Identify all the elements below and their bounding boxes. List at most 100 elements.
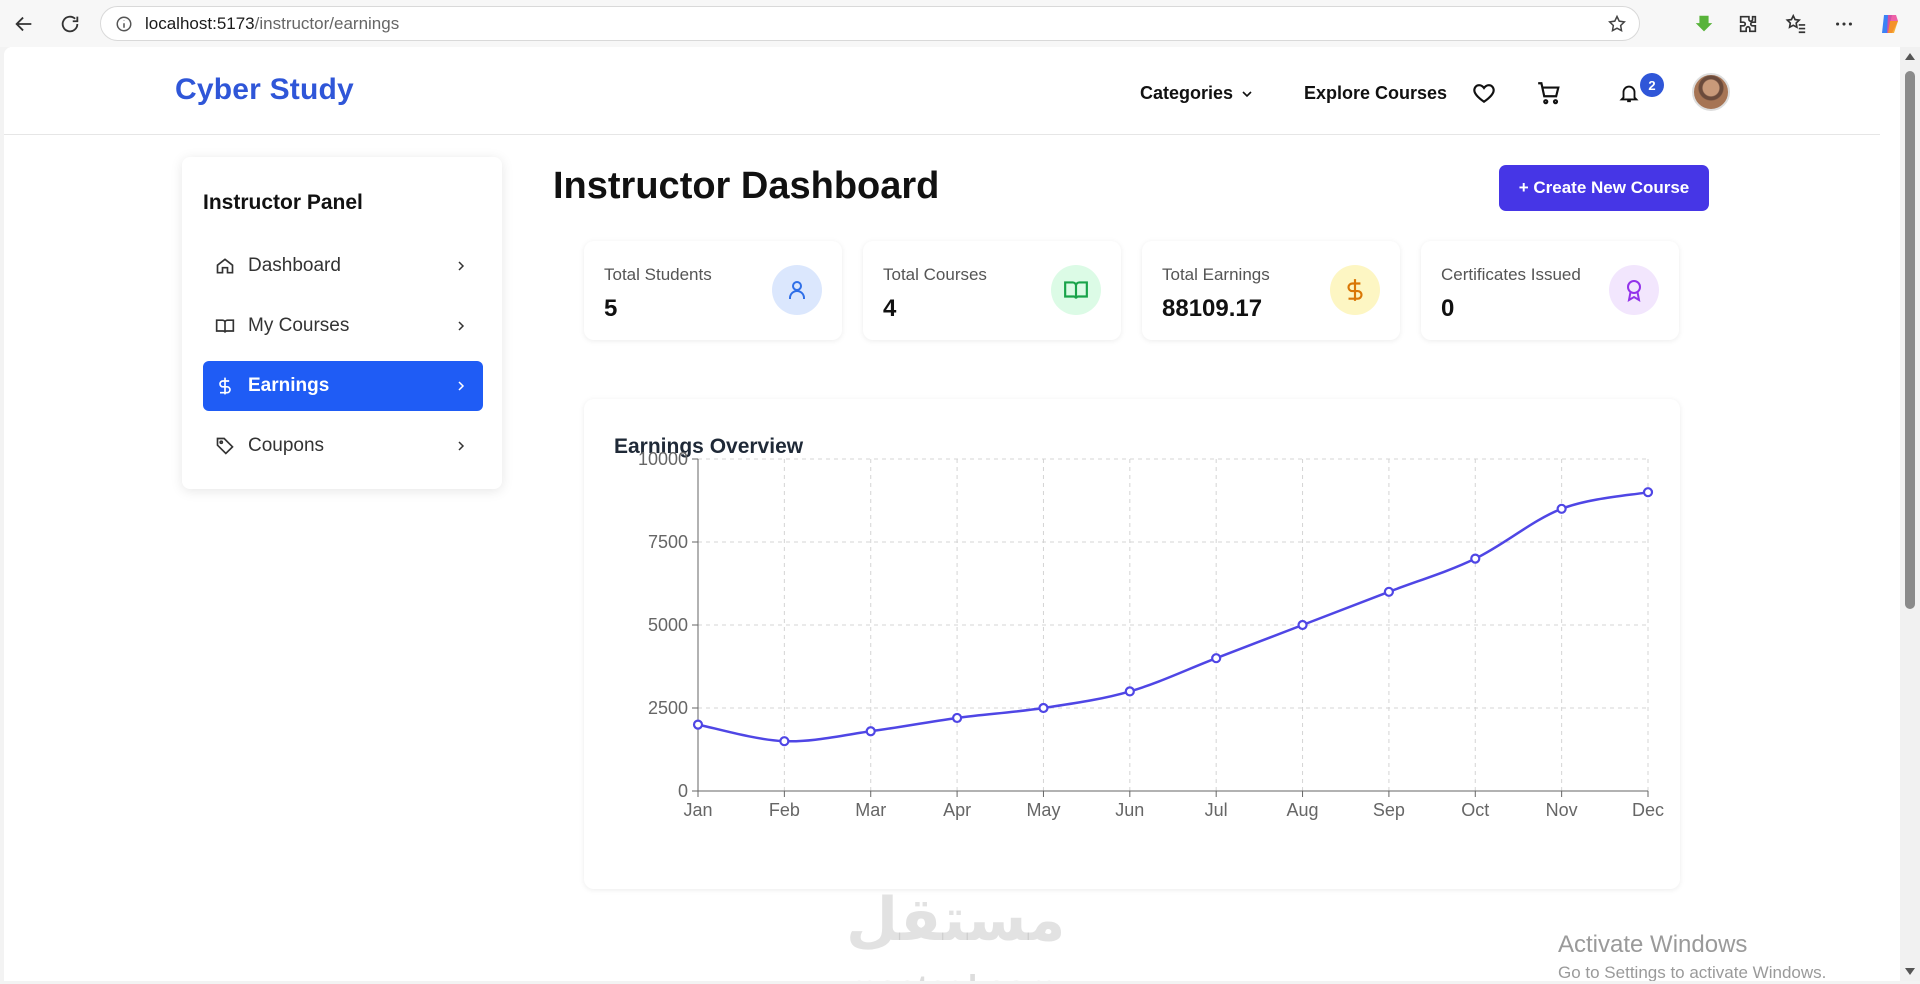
data-point — [1470, 553, 1481, 564]
user-icon — [772, 265, 822, 315]
scroll-up-icon[interactable] — [1905, 53, 1915, 60]
y-tick-label: 7500 — [648, 532, 688, 552]
data-point — [1038, 702, 1049, 714]
activate-windows-subtitle: Go to Settings to activate Windows. — [1558, 963, 1827, 981]
book-open-icon — [214, 315, 236, 337]
x-tick-label: May — [1026, 800, 1060, 820]
chart-title: Earnings Overview — [614, 435, 804, 458]
book-open-icon — [1051, 265, 1101, 315]
explore-courses-link[interactable]: Explore Courses — [1304, 83, 1448, 103]
site-header: Cyber Study Categories Explore Courses 2 — [4, 47, 1880, 135]
watermark-logo: مستقل — [846, 885, 1066, 955]
x-tick-label: Mar — [855, 800, 886, 820]
stat-card-total-earnings: Total Earnings 88109.17 — [1142, 241, 1400, 340]
y-tick-label: 5000 — [648, 615, 688, 635]
earnings-chart-card: Earnings Overview 0 2500 5000 7500 10000 Jan F… — [584, 399, 1680, 889]
sidebar-item-dashboard[interactable]: Dashboard — [203, 241, 483, 291]
site-info-icon[interactable] — [115, 15, 133, 33]
stat-value: 0 — [1441, 295, 1455, 322]
categories-menu[interactable]: Categories — [1140, 83, 1255, 104]
create-new-course-button[interactable]: + Create New Course — [1499, 165, 1709, 211]
stat-label: Certificates Issued — [1441, 265, 1581, 284]
data-point — [1211, 653, 1222, 664]
extensions-icon[interactable] — [1732, 8, 1764, 40]
watermark-site: mostaql.com — [847, 969, 1057, 981]
scroll-down-icon[interactable] — [1905, 968, 1915, 975]
y-tick-label: 2500 — [648, 698, 688, 718]
dollar-icon — [1330, 265, 1380, 315]
chevron-down-icon — [1242, 90, 1252, 97]
favorites-icon[interactable] — [1780, 8, 1812, 40]
activate-windows-title: Activate Windows — [1558, 931, 1748, 958]
sidebar-item-coupons[interactable]: Coupons — [203, 421, 483, 471]
site-logo[interactable]: Cyber Study — [175, 73, 354, 106]
bell-icon[interactable] — [1615, 79, 1643, 107]
sidebar-item-my-courses[interactable]: My Courses — [203, 301, 483, 351]
address-bar[interactable]: localhost:5173/instructor/earnings — [100, 6, 1640, 41]
data-point — [1642, 487, 1654, 498]
sidebar-item-label: Dashboard — [248, 255, 341, 276]
download-icon[interactable] — [1688, 8, 1720, 40]
favorite-star-icon[interactable] — [1607, 14, 1627, 34]
stat-card-total-courses: Total Courses 4 — [863, 241, 1121, 340]
data-point — [951, 712, 963, 724]
award-icon — [1609, 265, 1659, 315]
more-icon[interactable] — [1828, 8, 1860, 40]
tag-icon — [214, 435, 236, 457]
categories-label: Categories — [1140, 83, 1234, 103]
stat-label: Total Courses — [883, 265, 987, 284]
sidebar-item-label: Coupons — [248, 435, 325, 456]
notification-badge: 2 — [1640, 73, 1664, 97]
x-tick-label: Dec — [1632, 800, 1664, 820]
x-tick-label: Nov — [1546, 800, 1578, 820]
series-line-earnings — [697, 490, 1649, 743]
x-tick-label: Feb — [769, 800, 800, 820]
data-point — [1383, 586, 1395, 597]
x-tick-label: Sep — [1373, 800, 1405, 820]
data-point — [1556, 503, 1567, 514]
scrollbar-thumb[interactable] — [1905, 71, 1915, 609]
url-host: localhost:5173 — [145, 13, 255, 33]
chevron-right-icon — [458, 441, 465, 451]
heart-icon[interactable] — [1470, 79, 1498, 107]
data-point — [1297, 619, 1308, 631]
data-point — [779, 736, 790, 747]
x-tick-label: Jan — [683, 800, 712, 820]
chevron-right-icon — [458, 261, 465, 271]
y-tick-label: 10000 — [638, 449, 688, 469]
stat-label: Total Students — [604, 265, 712, 284]
url-path: /instructor/earnings — [254, 13, 400, 33]
chevron-right-icon — [458, 381, 465, 391]
back-icon[interactable] — [8, 8, 40, 40]
page-title: Instructor Dashboard — [553, 165, 940, 207]
sidebar-item-earnings[interactable]: Earnings — [203, 361, 483, 411]
x-tick-label: Jul — [1205, 800, 1228, 820]
home-icon — [214, 255, 236, 277]
stat-card-certificates-issued: Certificates Issued 0 — [1421, 241, 1679, 340]
x-tick-label: Jun — [1115, 800, 1144, 820]
data-point — [692, 719, 704, 730]
x-tick-label: Oct — [1461, 800, 1489, 820]
stat-card-total-students: Total Students 5 — [584, 241, 842, 340]
x-tick-label: Apr — [943, 800, 971, 820]
stat-value: 4 — [883, 295, 897, 322]
x-tick-label: Aug — [1287, 800, 1319, 820]
browser-toolbar: localhost:5173/instructor/earnings — [0, 0, 1920, 47]
stat-value: 5 — [604, 295, 618, 322]
copilot-icon[interactable] — [1874, 8, 1906, 40]
dollar-icon — [214, 375, 236, 397]
avatar[interactable] — [1692, 73, 1730, 111]
sidebar-item-label: Earnings — [248, 375, 330, 396]
stat-label: Total Earnings — [1162, 265, 1270, 284]
sidebar-item-label: My Courses — [248, 315, 350, 336]
reload-icon[interactable] — [54, 8, 86, 40]
chevron-right-icon — [458, 321, 465, 331]
cart-icon[interactable] — [1535, 79, 1563, 107]
instructor-sidebar: Instructor Panel Dashboard My Courses Ea… — [182, 157, 502, 489]
page-scrollbar[interactable] — [1900, 47, 1920, 981]
sidebar-title: Instructor Panel — [203, 191, 363, 214]
stat-value: 88109.17 — [1162, 295, 1263, 322]
earnings-line-chart: 0 2500 5000 7500 10000 Jan Feb Mar Apr May Jun Jul A… — [638, 449, 1664, 820]
page-viewport: Cyber Study Categories Explore Courses 2… — [4, 47, 1900, 981]
data-point — [865, 726, 876, 737]
